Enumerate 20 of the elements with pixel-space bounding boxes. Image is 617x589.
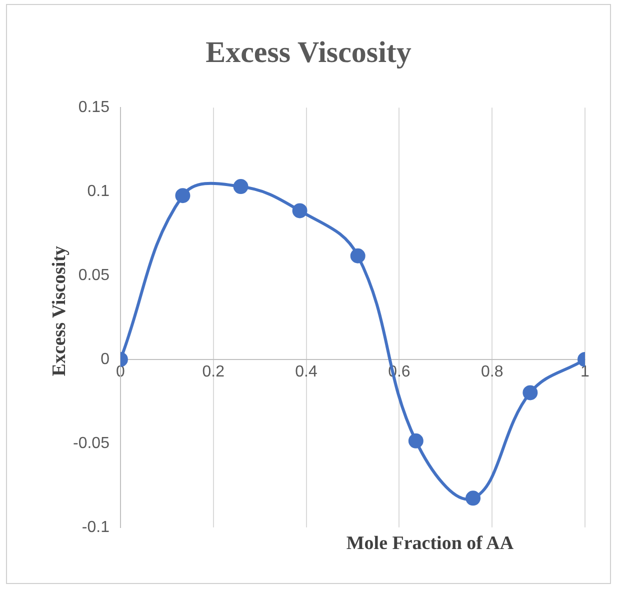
point [466,490,481,506]
x-tick-label: 1 [580,363,590,380]
x-tick-label: 0.8 [480,363,504,380]
point [350,248,366,264]
point [175,188,190,204]
y-tick-label: 0.15 [78,99,110,116]
y-tick-label: 0.05 [78,266,110,284]
point [522,385,538,400]
x-axis-title: Mole Fraction of AA [345,533,515,555]
y-axis-title: Excess Viscosity [49,244,71,378]
x-tick-label: 0.2 [202,363,225,380]
y-tick-label: 0 [100,350,110,368]
y-tick-label: -0.1 [82,518,110,536]
x-tick-label: 0.4 [295,363,318,380]
point [233,179,248,194]
point [408,433,424,448]
chart-title: Excess Viscosity [204,36,412,70]
point [292,203,308,218]
y-tick-label: 0.1 [87,182,110,200]
y-tick-label: -0.05 [73,434,110,452]
